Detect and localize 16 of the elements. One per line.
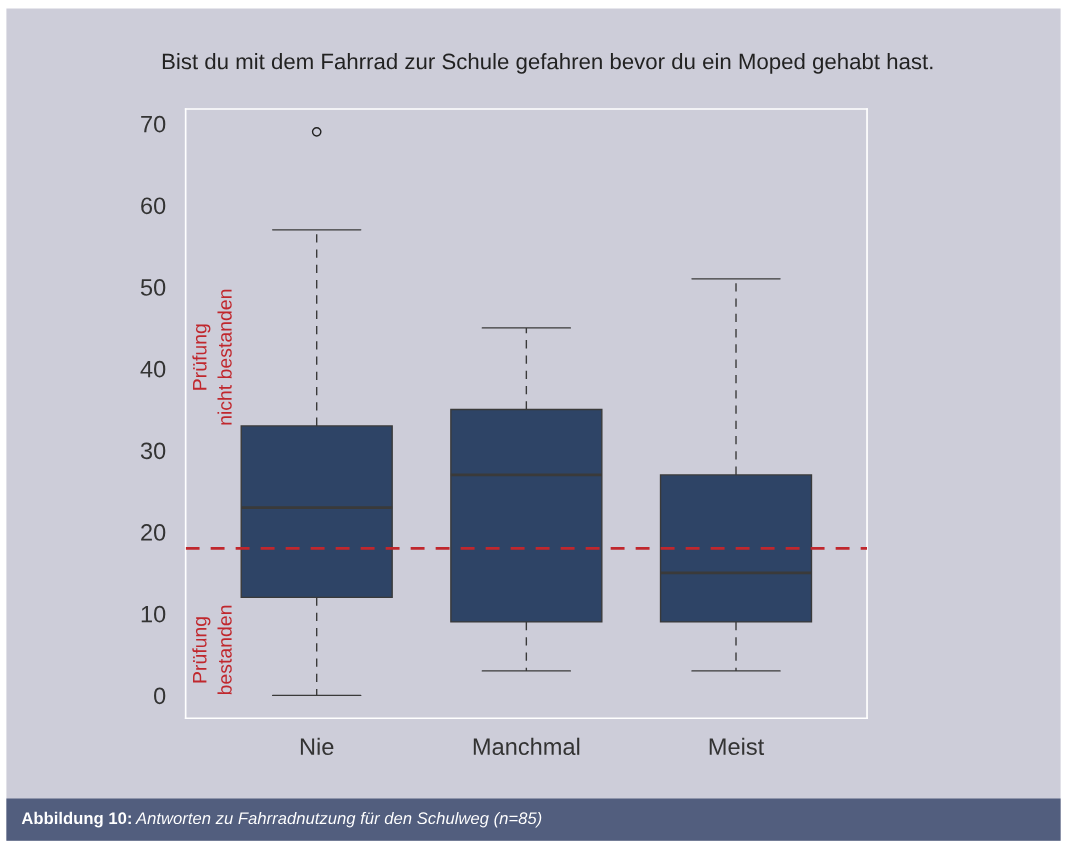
y-tick-label: 40 xyxy=(140,360,166,378)
y-tick-label: 60 xyxy=(141,197,166,215)
x-tick-label: Manchmal xyxy=(473,737,580,756)
annotation: Prüfung bestanden xyxy=(192,605,232,695)
y-tick-label: 50 xyxy=(140,279,166,296)
annotation: Prüfung nicht bestanden xyxy=(192,289,232,425)
chart-title: Bist du mit dem Fahrrad zur Schule gefahren bevor du ein Moped gehabt hast. xyxy=(162,53,933,74)
y-tick-label: 0 xyxy=(154,687,166,705)
y-tick-label: 20 xyxy=(141,524,166,541)
y-tick-label: 30 xyxy=(140,442,166,460)
y-tick-label: 70 xyxy=(141,115,166,133)
text: Antworten zu Fahrradnutzung für den Schulweg (n=85) xyxy=(135,811,542,828)
y-tick-label: 10 xyxy=(141,605,166,623)
x-tick-label: Meist xyxy=(709,737,765,756)
text: Abbildung 10: xyxy=(21,811,131,828)
x-tick-label: Nie xyxy=(300,737,334,756)
